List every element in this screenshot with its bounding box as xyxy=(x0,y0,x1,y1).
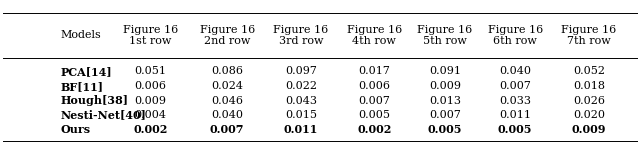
Text: 0.009: 0.009 xyxy=(572,124,606,135)
Text: BF[11]: BF[11] xyxy=(61,81,104,92)
Text: Models: Models xyxy=(61,30,102,40)
Text: 0.097: 0.097 xyxy=(285,66,317,76)
Text: 0.013: 0.013 xyxy=(429,96,461,106)
Text: 0.009: 0.009 xyxy=(134,96,166,106)
Text: 0.006: 0.006 xyxy=(358,81,390,91)
Text: 0.017: 0.017 xyxy=(358,66,390,76)
Text: 0.043: 0.043 xyxy=(285,96,317,106)
Text: 0.005: 0.005 xyxy=(358,110,390,120)
Text: 0.020: 0.020 xyxy=(573,110,605,120)
Text: 0.040: 0.040 xyxy=(499,66,531,76)
Text: 0.009: 0.009 xyxy=(429,81,461,91)
Text: 0.005: 0.005 xyxy=(428,124,462,135)
Text: 0.040: 0.040 xyxy=(211,110,243,120)
Text: 0.024: 0.024 xyxy=(211,81,243,91)
Text: 0.026: 0.026 xyxy=(573,96,605,106)
Text: 0.033: 0.033 xyxy=(499,96,531,106)
Text: Figure 16
7th row: Figure 16 7th row xyxy=(561,25,616,46)
Text: Figure 16
4th row: Figure 16 4th row xyxy=(347,25,402,46)
Text: 0.002: 0.002 xyxy=(357,124,392,135)
Text: 0.007: 0.007 xyxy=(429,110,461,120)
Text: 0.002: 0.002 xyxy=(133,124,168,135)
Text: 0.015: 0.015 xyxy=(285,110,317,120)
Text: 0.007: 0.007 xyxy=(358,96,390,106)
Text: 0.051: 0.051 xyxy=(134,66,166,76)
Text: Figure 16
2nd row: Figure 16 2nd row xyxy=(200,25,255,46)
Text: 0.006: 0.006 xyxy=(134,81,166,91)
Text: PCA[14]: PCA[14] xyxy=(61,66,113,77)
Text: 0.091: 0.091 xyxy=(429,66,461,76)
Text: 0.004: 0.004 xyxy=(134,110,166,120)
Text: 0.007: 0.007 xyxy=(210,124,244,135)
Text: 0.011: 0.011 xyxy=(499,110,531,120)
Text: 0.052: 0.052 xyxy=(573,66,605,76)
Text: 0.046: 0.046 xyxy=(211,96,243,106)
Text: 0.005: 0.005 xyxy=(498,124,532,135)
Text: Figure 16
5th row: Figure 16 5th row xyxy=(417,25,472,46)
Text: Hough[38]: Hough[38] xyxy=(61,95,129,106)
Text: Figure 16
6th row: Figure 16 6th row xyxy=(488,25,543,46)
Text: Figure 16
1st row: Figure 16 1st row xyxy=(123,25,178,46)
Text: 0.086: 0.086 xyxy=(211,66,243,76)
Text: 0.007: 0.007 xyxy=(499,81,531,91)
Text: Ours: Ours xyxy=(61,124,91,135)
Text: 0.018: 0.018 xyxy=(573,81,605,91)
Text: 0.022: 0.022 xyxy=(285,81,317,91)
Text: Figure 16
3rd row: Figure 16 3rd row xyxy=(273,25,328,46)
Text: Nesti-Net[40]: Nesti-Net[40] xyxy=(61,109,147,120)
Text: TABLE ... (caption visible at top): TABLE ... (caption visible at top) xyxy=(258,2,382,10)
Text: 0.011: 0.011 xyxy=(284,124,318,135)
